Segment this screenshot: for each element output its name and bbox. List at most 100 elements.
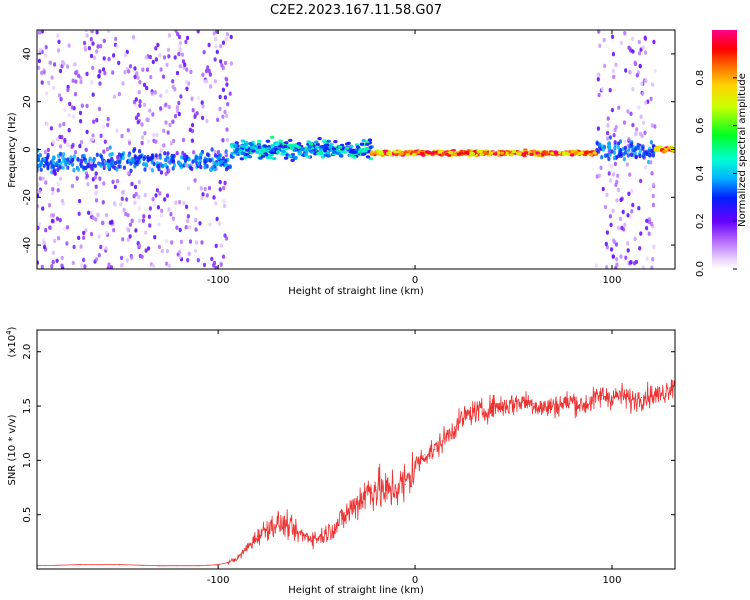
spectrogram-cell [598,43,602,48]
spectrogram-cell [262,144,267,148]
spectrogram-cell [166,130,170,135]
spectrogram-cell [39,161,43,166]
spectrogram-cell [159,67,163,72]
spectrogram-cell [121,81,125,86]
snr-series-line [37,378,675,567]
spectrogram-cell [643,130,647,135]
spectrogram-cell [122,207,126,212]
spectrogram-cell [650,221,654,227]
spectrogram-cell [612,156,617,161]
spectrogram-cell [308,142,314,146]
spectrogram-cell [115,167,119,172]
spectrogram-cell [217,155,221,160]
spectrogram-cell [219,44,223,49]
spectrogram-cell [613,146,617,151]
spectrogram-cell [164,162,168,168]
spectrogram-cell [621,209,625,215]
spectrogram-cell [173,87,177,92]
spectrogram-cell [213,150,217,155]
spectrogram-cell [607,171,611,176]
spectrogram-cell [121,190,125,195]
spectrogram-cell [104,230,108,235]
spectrogram-cell [157,222,161,227]
spectrogram-cell [589,150,594,154]
spectrogram-cell [644,78,648,84]
spectrogram-cell [41,206,45,211]
spectrogram-cell [178,64,182,69]
snr-data-point [384,492,387,494]
colorbar: 0.0 0.2 0.4 0.6 0.8 Normalized spectral ampl… [695,30,748,277]
spectrogram-cell [167,54,171,59]
spectrogram-cell [68,101,72,107]
spectrogram-cell [127,140,132,146]
spectrogram-cell [57,39,61,44]
spectrogram-cell [83,45,87,51]
spectrogram-cell [303,152,309,156]
spectrogram-cell [208,72,212,77]
snr-data-point [276,522,278,525]
spectrogram-cell [150,159,154,165]
spectrogram-cell [42,157,46,162]
spectrogram-cell [437,150,443,154]
spectrogram-cell [393,150,398,154]
spectrogram-cell [92,158,96,163]
spectrogram-cell [95,49,99,54]
spectrogram-cell [67,43,71,48]
spectrogram-cell [95,257,99,262]
spectrogram-cell [210,147,214,152]
spectrogram-cell [129,168,133,173]
spectrogram-cell [365,140,370,144]
spectrogram-cell [84,159,88,165]
snr-data-point [256,535,259,538]
spectrogram-cell [203,165,207,170]
spectrogram-cell [84,30,88,33]
spectrogram-cell [66,143,70,148]
spectrogram-cell [59,144,63,149]
spectrogram-cell [225,32,230,37]
spectrogram-cell [178,249,182,255]
spectrogram-cell [37,30,42,35]
spectrogram-cell [85,129,89,135]
spectrogram-cell [111,70,115,75]
spectrogram-cell [132,99,136,105]
snr-data-point [316,538,318,540]
spectrogram-cell [178,44,182,49]
snr-data-point [601,394,603,396]
spectrogram-cell [94,171,98,176]
spectrogram-cell [329,142,334,146]
spectrogram-cell [509,153,514,157]
spectrogram-cell [214,201,218,206]
spectrogram-cell [165,193,170,198]
spectrogram-cell [488,151,493,155]
spectrogram-cell [113,184,117,190]
colorbar-tick-label: 0.4 [695,165,706,181]
spectrogram-cell [595,174,599,179]
spectrogram-cell [38,153,42,158]
spectrogram-cell [205,118,209,124]
spectrogram-cell [219,159,223,165]
spectrogram-cell [140,254,144,259]
spectrogram-cell [185,163,189,168]
spectrogram-cell [225,127,229,132]
spectrogram-cell [180,52,184,57]
spectrogram-cell [138,99,142,104]
spectrogram-cell [44,228,48,233]
spectrogram-cell [89,53,94,59]
spectrogram-cell [138,103,142,108]
spectrogram-cell [441,152,446,156]
spectrogram-cell [138,149,142,154]
spectrogram-cell [95,30,99,35]
spectrogram-cell [125,197,129,202]
spectrogram-cell [573,151,579,155]
spectrogram-cell [412,152,417,157]
spectrogram-cell [77,211,81,216]
spectrogram-cell [606,123,610,128]
spectrogram-cell [77,73,81,79]
spectrogram-cell [82,235,86,240]
spectrogram-cell [37,58,42,64]
spectrogram-cell [44,91,49,96]
spectrogram-cell [181,137,186,143]
spectrogram-y-axis-label: Frequency (Hz) [7,112,18,188]
spectrogram-cell [113,160,118,166]
